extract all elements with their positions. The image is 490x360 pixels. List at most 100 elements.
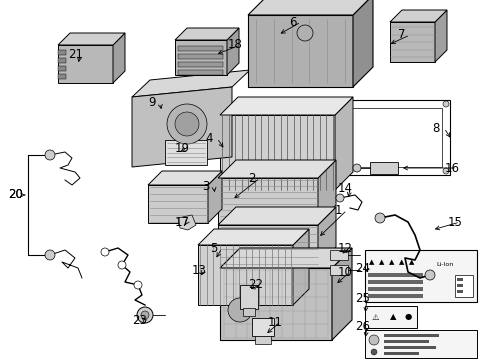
Bar <box>457 284 463 287</box>
Bar <box>370 162 398 174</box>
Text: 11: 11 <box>268 315 283 328</box>
Circle shape <box>141 311 149 319</box>
Bar <box>58 66 66 71</box>
Text: ▲: ▲ <box>369 259 375 265</box>
Text: 9: 9 <box>148 96 155 109</box>
Polygon shape <box>390 10 447 22</box>
Polygon shape <box>218 178 318 223</box>
Text: 6: 6 <box>289 15 296 28</box>
Circle shape <box>45 150 55 160</box>
Polygon shape <box>220 115 335 190</box>
Text: ●: ● <box>404 312 412 321</box>
Text: 17: 17 <box>175 216 190 229</box>
Bar <box>243 308 255 316</box>
Bar <box>368 294 423 298</box>
Text: Li-Ion: Li-Ion <box>437 261 454 266</box>
Polygon shape <box>318 207 336 265</box>
Polygon shape <box>218 207 336 225</box>
Bar <box>365 306 417 328</box>
Text: 23: 23 <box>132 314 147 327</box>
Bar <box>384 340 429 343</box>
Polygon shape <box>248 15 353 87</box>
Text: 4: 4 <box>205 131 213 144</box>
Text: 12: 12 <box>338 242 353 255</box>
Polygon shape <box>175 28 239 40</box>
Text: 19: 19 <box>175 141 190 154</box>
Bar <box>384 334 439 337</box>
Text: 15: 15 <box>448 216 463 229</box>
Polygon shape <box>218 160 336 178</box>
Polygon shape <box>220 97 353 115</box>
Circle shape <box>331 101 337 107</box>
Text: ▲: ▲ <box>399 259 405 265</box>
Bar <box>368 273 423 277</box>
Polygon shape <box>353 0 373 87</box>
Bar <box>330 100 450 175</box>
Circle shape <box>167 104 207 144</box>
Circle shape <box>443 101 449 107</box>
Bar <box>365 330 477 358</box>
Bar <box>457 290 463 293</box>
Bar <box>58 58 66 63</box>
Text: ▲: ▲ <box>390 312 396 321</box>
Bar <box>455 275 473 297</box>
Text: 20: 20 <box>8 189 23 202</box>
Polygon shape <box>58 33 125 45</box>
Text: 5: 5 <box>210 242 218 255</box>
Polygon shape <box>113 33 125 83</box>
Bar <box>178 70 223 75</box>
Polygon shape <box>435 10 447 62</box>
Polygon shape <box>208 171 222 223</box>
Bar <box>330 250 348 260</box>
Text: 21: 21 <box>68 49 83 62</box>
Circle shape <box>297 25 313 41</box>
Polygon shape <box>335 97 353 190</box>
Polygon shape <box>175 40 227 75</box>
Bar <box>365 250 477 302</box>
Text: 13: 13 <box>192 264 207 276</box>
Polygon shape <box>58 45 113 83</box>
Circle shape <box>228 298 252 322</box>
Polygon shape <box>198 245 293 305</box>
Circle shape <box>371 349 377 355</box>
Bar <box>255 336 271 344</box>
Bar <box>384 352 419 355</box>
Bar <box>58 50 66 55</box>
Text: 18: 18 <box>228 39 243 51</box>
Circle shape <box>101 248 109 256</box>
Polygon shape <box>178 215 196 230</box>
Circle shape <box>336 194 344 202</box>
Polygon shape <box>198 229 309 245</box>
Text: 2: 2 <box>248 171 255 184</box>
Polygon shape <box>218 225 318 265</box>
Polygon shape <box>390 22 435 62</box>
Text: ▲: ▲ <box>390 259 394 265</box>
Text: 22: 22 <box>248 279 263 292</box>
Text: 16: 16 <box>445 162 460 175</box>
Bar <box>178 54 223 59</box>
Polygon shape <box>293 229 309 305</box>
Bar <box>178 62 223 67</box>
Text: ▲: ▲ <box>379 259 385 265</box>
Circle shape <box>175 112 199 136</box>
Bar <box>338 108 442 167</box>
Text: ⚠: ⚠ <box>371 312 379 321</box>
Text: 8: 8 <box>432 122 440 135</box>
Polygon shape <box>220 248 352 268</box>
Text: 1: 1 <box>335 203 343 216</box>
Circle shape <box>443 168 449 174</box>
Bar <box>178 46 223 51</box>
Circle shape <box>118 261 126 269</box>
Circle shape <box>331 168 337 174</box>
Text: 26: 26 <box>355 320 370 333</box>
Circle shape <box>369 335 379 345</box>
Polygon shape <box>227 28 239 75</box>
Bar <box>252 318 274 336</box>
Text: 7: 7 <box>398 28 406 41</box>
Polygon shape <box>332 248 352 340</box>
Text: 20: 20 <box>8 189 23 202</box>
Polygon shape <box>148 185 208 223</box>
Polygon shape <box>318 160 336 223</box>
Bar <box>384 346 436 349</box>
Text: 14: 14 <box>338 181 353 194</box>
